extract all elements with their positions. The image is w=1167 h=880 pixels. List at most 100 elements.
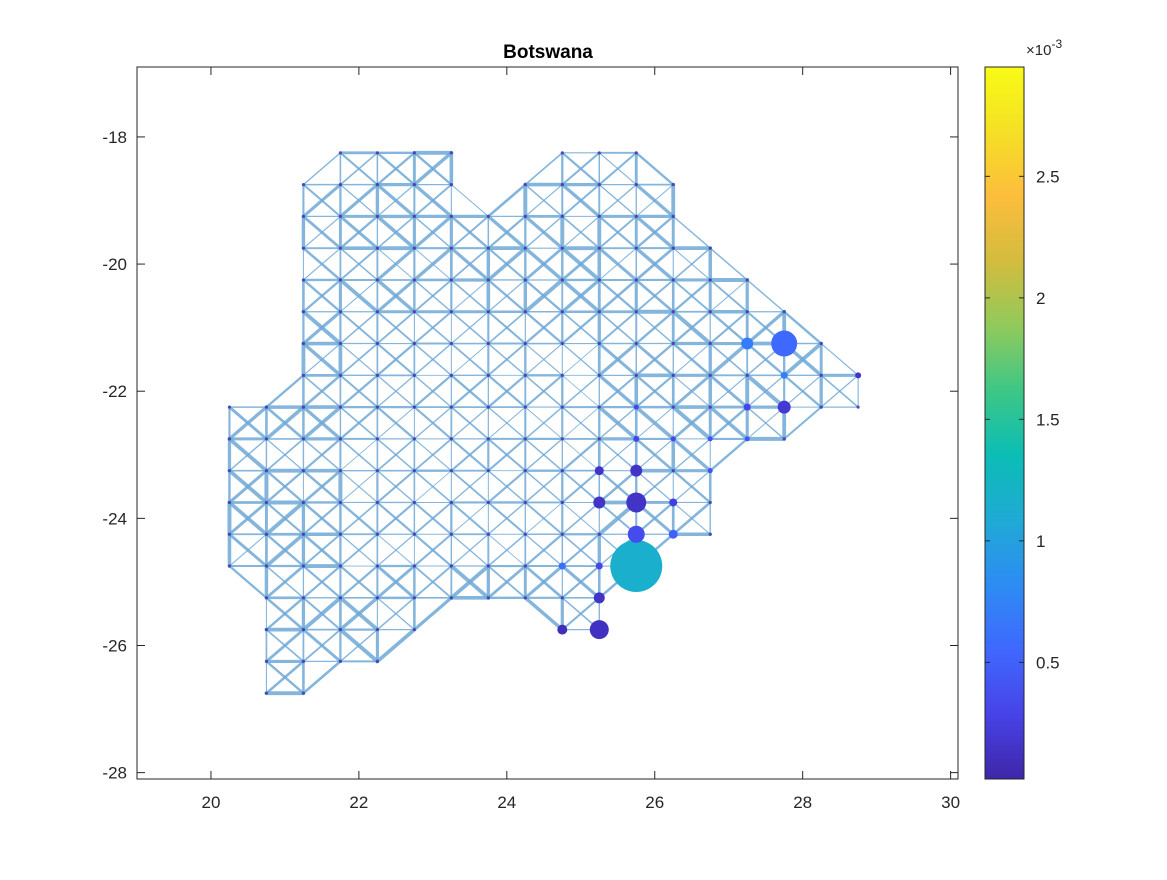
network-edge	[264, 500, 306, 537]
network-edge	[598, 215, 638, 250]
network-node	[301, 500, 306, 505]
network-node	[449, 246, 453, 250]
network-node	[338, 596, 343, 600]
network-node	[264, 659, 269, 663]
network-edge	[672, 247, 712, 281]
network-node	[412, 532, 416, 536]
scatter-point	[780, 371, 788, 379]
y-tick-label: -26	[102, 637, 127, 656]
network-edge	[634, 246, 675, 282]
network-edge	[338, 183, 379, 218]
network-node	[227, 500, 232, 505]
scatter-point	[589, 620, 609, 640]
network-edge	[301, 405, 343, 441]
x-tick-label: 26	[645, 793, 664, 812]
colorbar-tick-label: 1	[1036, 532, 1045, 551]
network-node	[338, 532, 343, 536]
network-node	[523, 469, 527, 473]
scatter-points	[557, 330, 862, 640]
network-edge	[487, 406, 526, 440]
network-edge	[671, 373, 712, 409]
network-edge	[635, 215, 675, 250]
network-edge	[561, 406, 600, 440]
network-edge	[339, 533, 379, 567]
network-edge	[376, 438, 416, 472]
network-edge	[523, 564, 564, 600]
x-tick-label: 20	[202, 793, 221, 812]
network-edge	[339, 628, 379, 663]
network-edge	[376, 469, 416, 504]
network-node	[745, 278, 749, 282]
network-edge	[561, 215, 600, 249]
network-edge	[672, 438, 711, 472]
network-node	[338, 373, 343, 377]
network-edge	[265, 660, 305, 695]
network-node	[301, 246, 306, 250]
network-edge	[597, 278, 638, 314]
network-node	[523, 564, 527, 568]
network-node	[338, 500, 343, 505]
network-node	[782, 310, 786, 314]
network-edge	[339, 247, 379, 281]
scatter-point	[669, 498, 678, 507]
network-node	[338, 405, 343, 409]
scatter-point	[668, 529, 678, 539]
network-edge	[376, 406, 415, 440]
network-edge	[302, 247, 341, 281]
network-node	[597, 373, 601, 377]
network-node	[560, 214, 564, 218]
network-edge	[524, 406, 564, 440]
network-node	[264, 500, 269, 505]
network-edge	[450, 501, 489, 535]
scatter-point	[707, 468, 713, 474]
network-edge	[375, 246, 416, 282]
network-edge	[524, 469, 564, 504]
network-edge	[635, 310, 675, 345]
network-edge	[375, 564, 416, 600]
network-edge	[487, 310, 527, 345]
network-node	[338, 214, 343, 218]
network-edge	[265, 596, 305, 631]
network-node	[412, 341, 416, 346]
network-edge	[487, 501, 527, 535]
network-edge	[339, 564, 379, 599]
network-edge	[302, 660, 342, 695]
network-edge	[671, 501, 712, 536]
network-edge	[413, 183, 453, 218]
network-node	[301, 310, 306, 314]
network-node	[264, 691, 269, 695]
network-node	[560, 373, 564, 377]
network-node	[264, 532, 269, 536]
scatter-point	[777, 400, 791, 414]
network-edge	[635, 374, 675, 409]
network-edge	[561, 374, 601, 408]
network-edge	[598, 183, 637, 218]
network-node	[560, 310, 564, 314]
network-edge	[486, 246, 528, 282]
network-edge	[412, 214, 453, 250]
network-edge	[783, 406, 823, 440]
network-node	[301, 628, 306, 632]
network-node	[856, 405, 860, 409]
network-node	[634, 373, 638, 377]
network-edge	[228, 501, 268, 536]
network-edge	[487, 342, 527, 377]
plot-axes-box	[136, 66, 959, 780]
network-edge	[412, 246, 454, 282]
network-node	[597, 310, 601, 314]
network-node	[375, 659, 379, 663]
network-edge	[782, 310, 823, 345]
network-node	[338, 246, 343, 250]
network-node	[560, 246, 564, 250]
network-node	[301, 659, 306, 663]
network-edge	[561, 183, 601, 218]
network-node	[301, 691, 306, 695]
network-node	[560, 532, 564, 536]
network-node	[375, 500, 379, 505]
network-edge	[265, 374, 305, 409]
network-node	[449, 278, 453, 282]
scatter-point	[707, 436, 713, 442]
network-edge	[487, 215, 527, 250]
network-edge	[228, 564, 268, 599]
chart-title: Botswana	[503, 42, 593, 63]
